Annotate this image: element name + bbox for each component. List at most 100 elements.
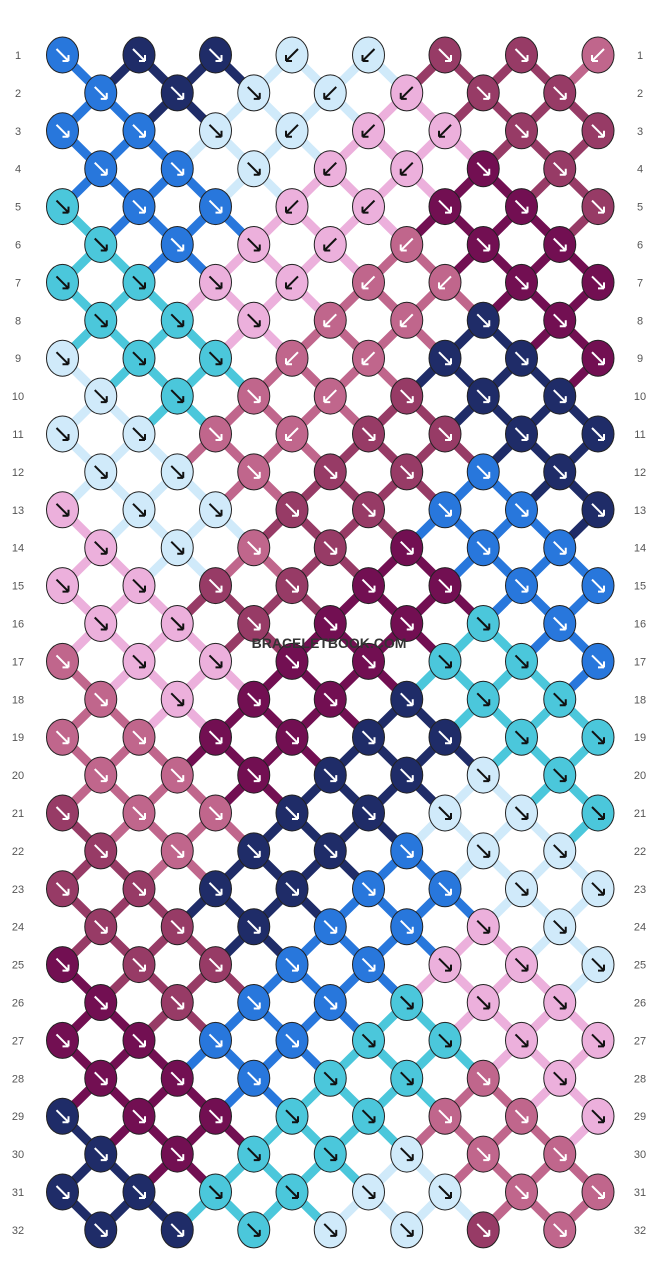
knot (84, 529, 118, 567)
knot (160, 908, 194, 946)
arrow-icon (438, 199, 452, 214)
knot (390, 756, 424, 794)
arrow-icon (591, 1109, 605, 1124)
knot (275, 718, 309, 756)
row-number: 13 (634, 505, 646, 517)
row-number: 3 (15, 126, 21, 138)
arrow-icon (285, 503, 299, 517)
arrow-icon (361, 351, 376, 366)
knot (428, 339, 462, 377)
knot (428, 1021, 462, 1059)
knot (466, 74, 500, 112)
arrow-icon (55, 1033, 70, 1048)
knot (275, 567, 309, 605)
knot (543, 1059, 577, 1097)
knot (237, 529, 271, 567)
arrow-icon (94, 237, 108, 252)
knot (543, 756, 577, 794)
knot (390, 150, 424, 188)
knot (543, 453, 577, 491)
knot (428, 263, 462, 301)
knot (581, 642, 615, 680)
arrow-icon (94, 1223, 108, 1237)
row-number: 5 (637, 202, 643, 214)
arrow-icon (476, 692, 491, 707)
knot (466, 1211, 500, 1249)
knot (352, 567, 385, 605)
arrow-icon (247, 1223, 261, 1237)
knot (84, 453, 118, 491)
knot (352, 642, 385, 680)
knot (505, 870, 538, 908)
row-number: 11 (12, 429, 23, 441)
arrow-icon (514, 654, 529, 669)
knot (46, 567, 79, 605)
arrow-icon (591, 882, 605, 896)
knot (581, 718, 615, 756)
knot (237, 1211, 271, 1249)
arrow-icon (170, 768, 185, 783)
arrow-icon (323, 692, 338, 707)
knot (505, 112, 538, 150)
strand-label: F (40, 1272, 46, 1282)
arrow-icon (94, 919, 108, 934)
arrow-icon (285, 199, 299, 214)
arrow-icon (208, 427, 223, 441)
strand-label: C (422, 6, 429, 16)
arrow-icon (170, 161, 185, 176)
arrow-icon (361, 882, 376, 896)
knot (199, 794, 232, 832)
strand-label: E (116, 6, 122, 16)
strand-label: H (384, 6, 391, 16)
arrow-icon (476, 616, 491, 631)
knot (160, 150, 194, 188)
row-number: 15 (12, 581, 24, 593)
row-number: 28 (634, 1073, 646, 1085)
arrow-icon (208, 1185, 223, 1199)
arrow-icon (476, 237, 491, 252)
knot (428, 870, 462, 908)
arrow-icon (476, 86, 491, 100)
knot (160, 74, 194, 112)
knot (46, 1173, 79, 1211)
arrow-icon (323, 768, 338, 783)
arrow-icon (94, 844, 108, 858)
arrow-icon (323, 313, 337, 328)
arrow-icon (285, 882, 299, 896)
knot (313, 453, 347, 491)
knot (390, 832, 424, 870)
row-number: 19 (12, 732, 24, 744)
knot (84, 984, 118, 1021)
arrow-icon (553, 616, 567, 631)
arrow-icon (591, 806, 605, 820)
knot (275, 1173, 309, 1211)
arrow-icon (285, 1109, 299, 1124)
arrow-icon (247, 1071, 261, 1086)
knot (122, 188, 156, 226)
arrow-icon (553, 465, 567, 479)
knot (543, 832, 577, 870)
strand-label: G (230, 1272, 237, 1282)
knot (237, 908, 271, 946)
arrow-icon (514, 124, 529, 138)
arrow-icon (400, 465, 414, 479)
row-number: 15 (634, 581, 646, 593)
row-number: 22 (634, 846, 646, 858)
arrow-icon (400, 768, 414, 783)
arrow-icon (94, 465, 108, 479)
strand-label: B (613, 6, 619, 16)
knot (352, 491, 385, 529)
knot (313, 1211, 347, 1249)
arrow-icon (94, 313, 108, 328)
knot (352, 263, 385, 301)
knot (466, 377, 500, 415)
arrow-icon (438, 124, 452, 138)
knot (122, 642, 156, 680)
arrow-icon (323, 995, 338, 1010)
row-number: 20 (634, 770, 646, 782)
arrow-icon (323, 1147, 338, 1162)
arrow-icon (170, 995, 185, 1010)
strand-label: D (345, 6, 352, 16)
